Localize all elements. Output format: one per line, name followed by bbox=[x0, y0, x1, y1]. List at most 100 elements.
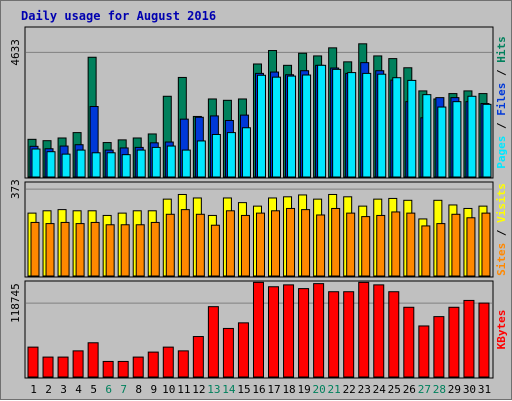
bar-pages-day-14 bbox=[226, 132, 236, 178]
bar-sites-day-22 bbox=[346, 212, 356, 277]
x-tick-label-28: 28 bbox=[433, 383, 446, 396]
x-tick-label-22: 22 bbox=[343, 383, 356, 396]
bar-sites-day-24 bbox=[376, 214, 386, 277]
x-tick-label-29: 29 bbox=[448, 383, 461, 396]
bar-kbytes-day-28 bbox=[433, 316, 445, 378]
bar-kbytes-day-26 bbox=[403, 306, 415, 378]
bar-kbytes-day-21 bbox=[328, 291, 340, 378]
x-tick-label-27: 27 bbox=[418, 383, 431, 396]
bar-pages-day-15 bbox=[241, 127, 251, 178]
x-tick-label-14: 14 bbox=[222, 383, 236, 396]
bar-sites-day-29 bbox=[451, 213, 461, 277]
bar-kbytes-day-22 bbox=[343, 291, 355, 378]
bar-pages-day-2 bbox=[46, 151, 56, 178]
bar-kbytes-day-8 bbox=[132, 356, 144, 378]
bar-sites-day-4 bbox=[75, 223, 85, 277]
bar-pages-day-13 bbox=[211, 133, 221, 178]
bar-sites-day-3 bbox=[60, 221, 70, 277]
bar-sites-day-25 bbox=[391, 211, 401, 277]
bar-sites-day-18 bbox=[286, 207, 296, 277]
legend-separator: / bbox=[495, 116, 508, 136]
legend-kbytes: KBytes bbox=[495, 310, 508, 350]
bar-kbytes-day-6 bbox=[102, 360, 114, 378]
bar-pages-day-16 bbox=[256, 74, 266, 178]
bar-sites-day-1 bbox=[30, 221, 40, 277]
bar-sites-day-10 bbox=[165, 213, 175, 277]
side-label-1: Pages / Files / Hits bbox=[495, 36, 508, 169]
bar-pages-day-23 bbox=[362, 72, 372, 178]
bar-kbytes-day-10 bbox=[162, 346, 174, 378]
bar-sites-day-23 bbox=[361, 216, 371, 277]
bar-kbytes-day-1 bbox=[27, 346, 39, 378]
bar-sites-day-17 bbox=[271, 210, 281, 277]
hits-panel-tick-label: 4633 bbox=[9, 39, 22, 66]
x-tick-label-15: 15 bbox=[237, 383, 250, 396]
bar-kbytes-day-2 bbox=[42, 356, 54, 378]
bar-pages-day-18 bbox=[287, 75, 297, 178]
x-tick-label-12: 12 bbox=[192, 383, 205, 396]
bar-pages-day-4 bbox=[76, 149, 86, 178]
bar-kbytes-day-4 bbox=[72, 350, 84, 378]
bar-pages-day-31 bbox=[482, 103, 492, 178]
side-label-3: KBytes bbox=[495, 310, 508, 350]
x-tick-label-9: 9 bbox=[150, 383, 157, 396]
bar-sites-day-7 bbox=[120, 224, 130, 277]
bar-sites-day-11 bbox=[180, 209, 190, 277]
x-tick-label-8: 8 bbox=[135, 383, 142, 396]
bar-sites-day-26 bbox=[406, 212, 416, 277]
bar-sites-day-20 bbox=[316, 214, 326, 277]
bar-sites-day-21 bbox=[331, 207, 341, 277]
bar-sites-day-16 bbox=[255, 212, 265, 277]
bar-pages-day-24 bbox=[377, 73, 387, 178]
bar-kbytes-day-7 bbox=[117, 360, 129, 378]
bar-pages-day-19 bbox=[302, 74, 312, 178]
x-tick-label-3: 3 bbox=[60, 383, 67, 396]
bar-pages-day-27 bbox=[422, 94, 432, 178]
bar-sites-day-2 bbox=[45, 223, 55, 277]
x-tick-label-30: 30 bbox=[463, 383, 476, 396]
bar-kbytes-day-19 bbox=[298, 288, 310, 378]
x-tick-label-16: 16 bbox=[252, 383, 265, 396]
bar-pages-day-17 bbox=[272, 76, 282, 178]
x-tick-label-19: 19 bbox=[297, 383, 310, 396]
bar-kbytes-day-15 bbox=[237, 322, 249, 378]
bar-kbytes-day-25 bbox=[388, 291, 400, 378]
bar-kbytes-day-18 bbox=[283, 284, 295, 378]
x-tick-label-20: 20 bbox=[313, 383, 326, 396]
bar-sites-day-13 bbox=[210, 224, 220, 277]
bar-pages-day-1 bbox=[31, 148, 41, 178]
x-tick-label-24: 24 bbox=[373, 383, 387, 396]
bar-pages-day-11 bbox=[181, 149, 191, 178]
bar-pages-day-7 bbox=[121, 154, 131, 178]
legend-sites: Sites bbox=[495, 243, 508, 276]
x-tick-label-6: 6 bbox=[105, 383, 112, 396]
bar-sites-day-6 bbox=[105, 224, 115, 277]
bar-pages-day-8 bbox=[136, 149, 146, 178]
x-tick-label-17: 17 bbox=[267, 383, 280, 396]
bar-kbytes-day-29 bbox=[448, 306, 460, 378]
bar-kbytes-day-12 bbox=[192, 336, 204, 378]
x-tick-label-7: 7 bbox=[120, 383, 127, 396]
x-tick-label-26: 26 bbox=[403, 383, 416, 396]
bar-sites-day-8 bbox=[135, 224, 145, 277]
kbytes-panel-tick-label: 118745 bbox=[9, 283, 22, 323]
bar-pages-day-20 bbox=[317, 64, 327, 178]
bar-kbytes-day-9 bbox=[147, 351, 159, 378]
bar-kbytes-day-27 bbox=[418, 325, 430, 378]
bar-kbytes-day-3 bbox=[57, 356, 69, 378]
x-tick-label-2: 2 bbox=[45, 383, 52, 396]
bar-pages-day-3 bbox=[61, 153, 71, 178]
bar-sites-day-12 bbox=[195, 213, 205, 277]
bar-pages-day-29 bbox=[452, 101, 462, 178]
bar-pages-day-30 bbox=[467, 95, 477, 178]
bar-pages-day-9 bbox=[151, 146, 161, 178]
legend-files: Files bbox=[495, 83, 508, 116]
bar-pages-day-22 bbox=[347, 72, 357, 178]
legend-separator: / bbox=[495, 63, 508, 83]
bar-pages-day-12 bbox=[196, 140, 206, 178]
visits-panel-tick-label: 373 bbox=[9, 179, 22, 199]
legend-visits: Visits bbox=[495, 183, 508, 223]
bar-pages-day-10 bbox=[166, 145, 176, 178]
x-tick-label-25: 25 bbox=[388, 383, 401, 396]
